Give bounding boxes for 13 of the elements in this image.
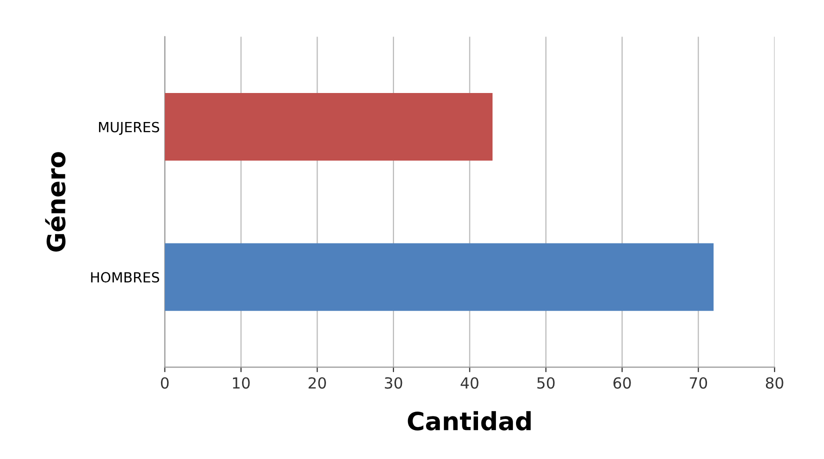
x-tick-label: 60	[613, 377, 631, 389]
x-tick-label: 40	[460, 377, 478, 389]
x-axis-title: Cantidad	[408, 411, 531, 431]
y-tick-label: HOMBRES	[91, 272, 160, 283]
y-tick-label: MUJERES	[99, 122, 160, 135]
x-tick-label: 0	[160, 377, 169, 389]
x-tick-label: 20	[308, 377, 326, 389]
y-axis-title: Género	[45, 152, 66, 252]
x-tick-label: 70	[690, 377, 708, 389]
x-tick-label: 50	[537, 377, 555, 389]
x-tick-label: 30	[384, 377, 402, 389]
x-tick-label: 80	[766, 377, 784, 389]
x-tick-label: 10	[232, 377, 250, 389]
